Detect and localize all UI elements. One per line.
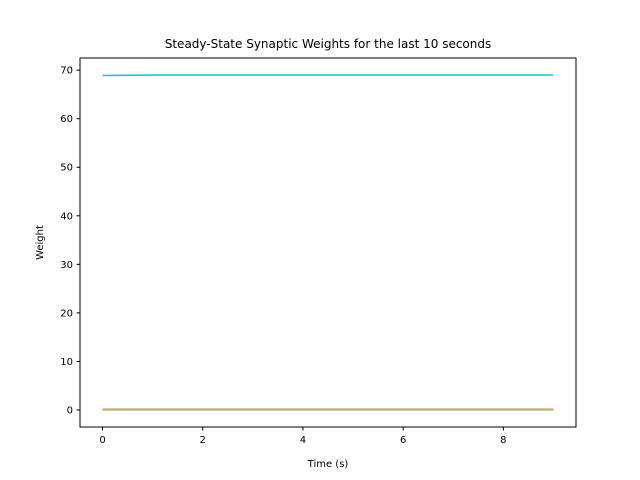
- y-axis-ticks: 0 10 20 30 40 50 60 70: [60, 66, 80, 417]
- y-axis-label: Weight: [35, 225, 46, 260]
- x-axis-label: Time (s): [307, 459, 349, 470]
- y-tick-label: 20: [60, 308, 73, 319]
- x-axis-ticks: 0 2 4 6 8: [99, 427, 507, 446]
- y-tick-label: 30: [60, 260, 73, 271]
- y-tick-label: 60: [60, 114, 73, 125]
- x-tick-label: 4: [300, 435, 306, 446]
- x-tick-label: 8: [500, 435, 506, 446]
- y-tick-label: 40: [60, 211, 73, 222]
- x-tick-label: 2: [200, 435, 206, 446]
- y-tick-label: 0: [67, 406, 73, 417]
- series-layer: [102, 74, 554, 411]
- x-tick-label: 0: [99, 435, 105, 446]
- chart-title: Steady-State Synaptic Weights for the la…: [165, 37, 492, 51]
- y-tick-label: 10: [60, 357, 73, 368]
- y-tick-label: 70: [60, 66, 73, 77]
- plot-frame: [79, 57, 577, 428]
- x-tick-label: 6: [400, 435, 406, 446]
- y-tick-label: 50: [60, 163, 73, 174]
